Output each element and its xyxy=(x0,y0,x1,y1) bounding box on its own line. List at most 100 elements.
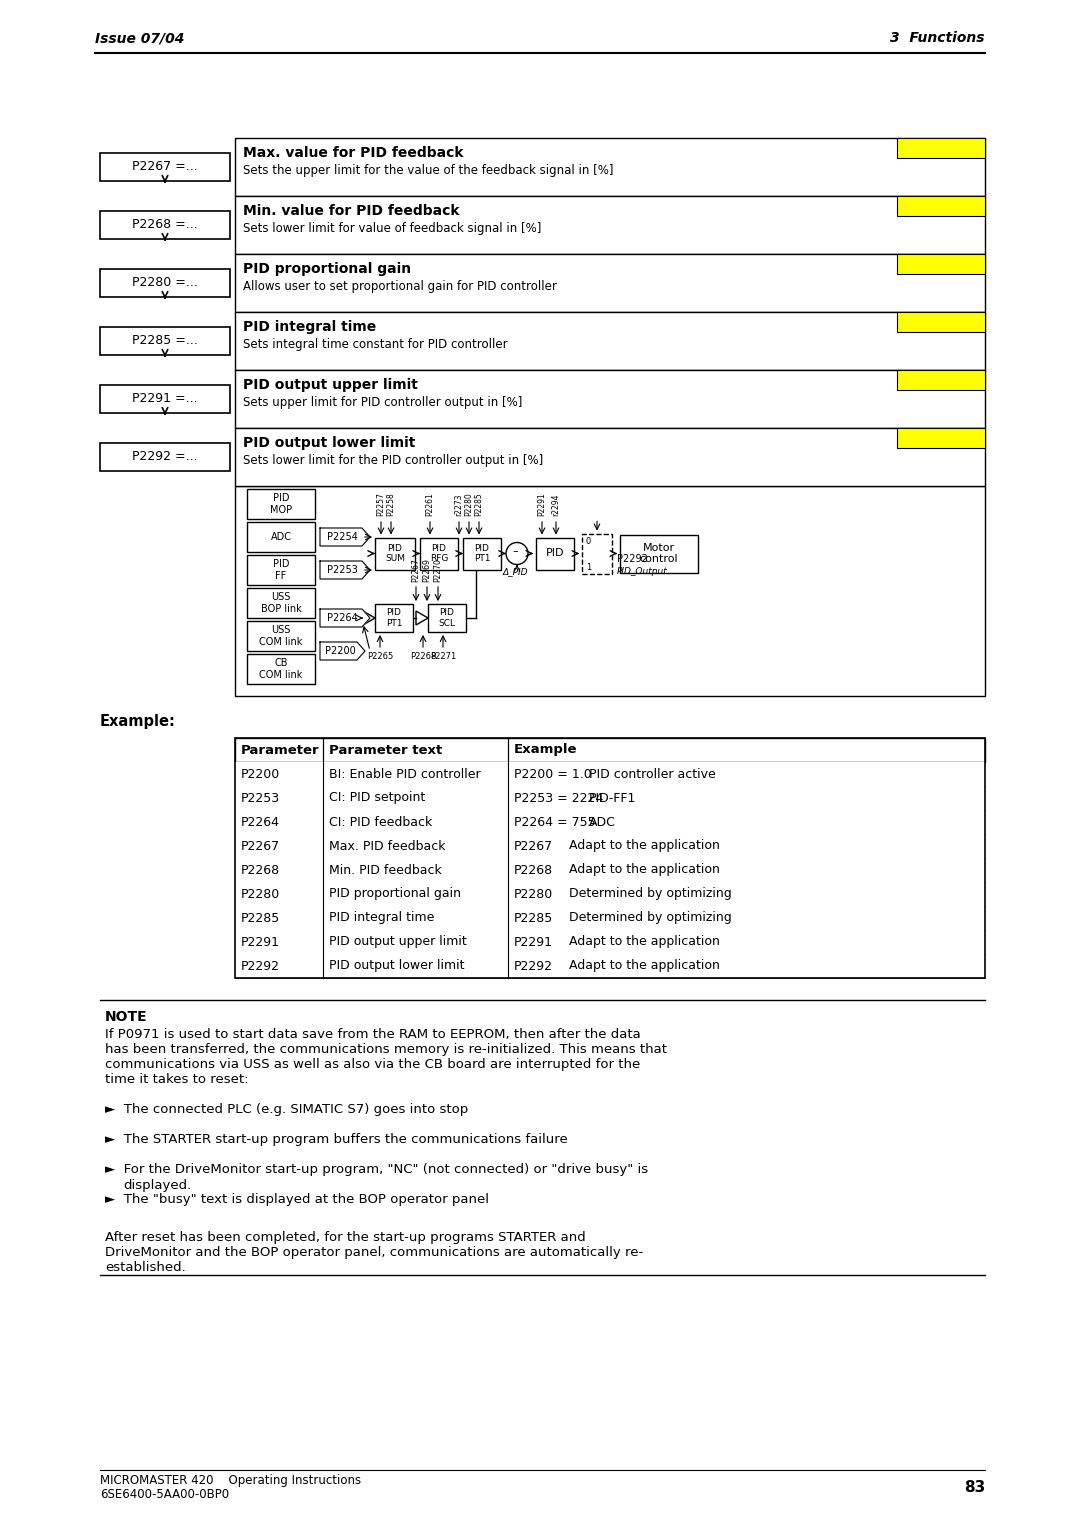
Text: ADC: ADC xyxy=(589,816,616,828)
Text: PID
PT1: PID PT1 xyxy=(474,544,490,564)
Text: PID integral time: PID integral time xyxy=(329,912,434,924)
Text: Motor
control: Motor control xyxy=(639,542,678,564)
Bar xyxy=(247,588,315,617)
Text: P2291: P2291 xyxy=(241,935,280,949)
Bar xyxy=(897,428,985,448)
Text: PID
SCL: PID SCL xyxy=(438,608,456,628)
Text: P2270: P2270 xyxy=(433,558,443,582)
Text: PID output upper limit: PID output upper limit xyxy=(243,377,418,393)
Text: P2292: P2292 xyxy=(241,960,280,972)
Bar xyxy=(235,834,985,859)
Text: P2291: P2291 xyxy=(514,935,553,949)
Text: P2267 =...: P2267 =... xyxy=(132,160,198,174)
Bar xyxy=(375,604,413,633)
Text: CI: PID feedback: CI: PID feedback xyxy=(329,816,432,828)
Polygon shape xyxy=(320,642,365,660)
Text: NOTE: NOTE xyxy=(105,1010,148,1024)
Bar xyxy=(100,153,230,180)
Text: ►  For the DriveMonitor start-up program, "NC" (not connected) or "drive busy" i: ► For the DriveMonitor start-up program,… xyxy=(105,1163,648,1177)
Text: PID-FF1: PID-FF1 xyxy=(589,792,636,805)
Text: Example:: Example: xyxy=(100,714,176,729)
Text: P2253 = 2224: P2253 = 2224 xyxy=(514,792,604,805)
Text: r2273: r2273 xyxy=(455,494,463,516)
Text: PID
FF: PID FF xyxy=(273,559,289,581)
Text: USS
BOP link: USS BOP link xyxy=(260,593,301,614)
Text: Adapt to the application: Adapt to the application xyxy=(569,863,720,877)
Bar xyxy=(247,620,315,651)
Text: PID_Output: PID_Output xyxy=(617,567,667,576)
Text: Min. value for PID feedback: Min. value for PID feedback xyxy=(243,205,459,219)
Text: If P0971 is used to start data save from the RAM to EEPROM, then after the data
: If P0971 is used to start data save from… xyxy=(105,1028,667,1086)
Text: Determined by optimizing: Determined by optimizing xyxy=(569,888,732,900)
Bar xyxy=(463,538,501,570)
Bar xyxy=(235,254,985,312)
Bar xyxy=(100,327,230,354)
Bar xyxy=(235,785,985,810)
Bar xyxy=(235,428,985,486)
Text: PID output lower limit: PID output lower limit xyxy=(243,435,416,451)
Text: P2291 =...: P2291 =... xyxy=(132,393,198,405)
Text: r2294: r2294 xyxy=(552,494,561,516)
Text: Sets lower limit for the PID controller output in [%]: Sets lower limit for the PID controller … xyxy=(243,454,543,468)
Text: P2264 = 755: P2264 = 755 xyxy=(514,816,596,828)
Text: P2267: P2267 xyxy=(411,558,420,582)
Text: Δ_PID: Δ_PID xyxy=(502,567,528,576)
Text: P2292: P2292 xyxy=(514,960,553,972)
Bar xyxy=(235,196,985,254)
Text: P2285 =...: P2285 =... xyxy=(132,335,198,347)
Text: CI: PID setpoint: CI: PID setpoint xyxy=(329,792,426,805)
Text: P2269: P2269 xyxy=(422,558,432,582)
Text: Adapt to the application: Adapt to the application xyxy=(569,839,720,853)
Text: PID
RFG: PID RFG xyxy=(430,544,448,564)
Text: P2285: P2285 xyxy=(474,492,484,516)
Bar xyxy=(235,953,985,978)
Text: PID controller active: PID controller active xyxy=(589,767,716,781)
Bar xyxy=(247,654,315,685)
Bar xyxy=(620,535,698,573)
Bar xyxy=(235,370,985,428)
Bar xyxy=(100,385,230,413)
Text: P2200 = 1.0: P2200 = 1.0 xyxy=(514,767,592,781)
Bar xyxy=(235,312,985,370)
Text: PID output upper limit: PID output upper limit xyxy=(329,935,467,949)
Text: Sets the upper limit for the value of the feedback signal in [%]: Sets the upper limit for the value of th… xyxy=(243,163,613,177)
Text: P2292 =...: P2292 =... xyxy=(132,451,198,463)
Bar xyxy=(247,523,315,552)
Text: P2280: P2280 xyxy=(241,888,280,900)
Text: 3.000: 3.000 xyxy=(923,258,959,270)
Text: P2257: P2257 xyxy=(377,492,386,516)
Text: PID proportional gain: PID proportional gain xyxy=(329,888,461,900)
Text: P2265: P2265 xyxy=(367,652,393,662)
Bar xyxy=(100,211,230,238)
Text: P2268 =...: P2268 =... xyxy=(132,219,198,232)
Text: 83: 83 xyxy=(963,1481,985,1494)
Text: 0: 0 xyxy=(586,538,591,547)
Bar xyxy=(375,538,415,570)
Text: Sets lower limit for value of feedback signal in [%]: Sets lower limit for value of feedback s… xyxy=(243,222,541,235)
Text: 1: 1 xyxy=(586,562,591,571)
Bar xyxy=(897,312,985,332)
Bar xyxy=(897,138,985,157)
Bar xyxy=(897,196,985,215)
Text: ADC: ADC xyxy=(270,532,292,542)
Text: P2253: P2253 xyxy=(327,565,357,575)
Text: 100.00 %: 100.00 % xyxy=(912,373,971,387)
Text: Determined by optimizing: Determined by optimizing xyxy=(569,912,732,924)
Bar xyxy=(897,370,985,390)
Polygon shape xyxy=(320,529,370,545)
Bar xyxy=(100,443,230,471)
Bar xyxy=(235,738,985,978)
Text: P2258: P2258 xyxy=(387,492,395,516)
Text: P2267: P2267 xyxy=(241,839,280,853)
Text: 100.00 %: 100.00 % xyxy=(912,142,971,154)
Text: PID
MOP: PID MOP xyxy=(270,494,292,515)
Text: 0.000 s: 0.000 s xyxy=(918,315,964,329)
Polygon shape xyxy=(320,561,370,579)
Bar xyxy=(235,931,985,953)
Text: P2268: P2268 xyxy=(241,863,280,877)
Bar xyxy=(235,138,985,196)
Text: Allows user to set proportional gain for PID controller: Allows user to set proportional gain for… xyxy=(243,280,557,293)
Text: P2280: P2280 xyxy=(464,492,473,516)
Text: Issue 07/04: Issue 07/04 xyxy=(95,31,185,44)
Text: After reset has been completed, for the start-up programs STARTER and
DriveMonit: After reset has been completed, for the … xyxy=(105,1232,644,1274)
